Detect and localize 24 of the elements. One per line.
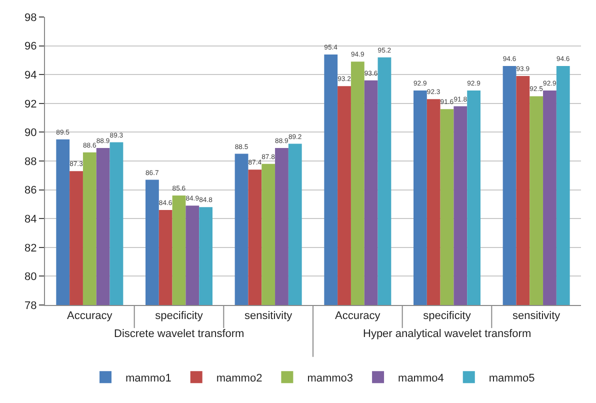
legend-label: mammo3 xyxy=(307,372,354,384)
y-tick-label: 88 xyxy=(24,156,37,168)
x-tick-label: sensitivity xyxy=(512,310,561,322)
legend-label: mammo4 xyxy=(398,372,444,384)
y-tick-label: 92 xyxy=(24,98,37,110)
x-tick-label: specificity xyxy=(155,310,204,322)
y-tick-label: 86 xyxy=(24,184,37,197)
x-tick-label: specificity xyxy=(423,310,472,322)
y-tick-label: 90 xyxy=(24,127,37,140)
x-tick-label: sensitivity xyxy=(244,310,293,322)
text: Discrete wavelet transform xyxy=(114,328,244,340)
text: Hyper analytical wavelet transform xyxy=(363,328,532,340)
y-tick-label: 78 xyxy=(24,300,37,312)
y-tick-label: 80 xyxy=(24,271,37,284)
legend-label: mammo1 xyxy=(126,372,172,384)
legend-label: mammo2 xyxy=(216,372,262,384)
x-tick-label: Accuracy xyxy=(335,310,381,322)
y-tick-label: 96 xyxy=(24,40,37,53)
y-tick-label: 84 xyxy=(24,213,37,226)
y-tick-label: 98 xyxy=(24,12,37,24)
y-tick-label: 82 xyxy=(24,242,37,254)
x-tick-label: Accuracy xyxy=(67,310,113,322)
y-tick-label: 94 xyxy=(24,69,37,82)
legend-label: mammo5 xyxy=(488,372,535,384)
